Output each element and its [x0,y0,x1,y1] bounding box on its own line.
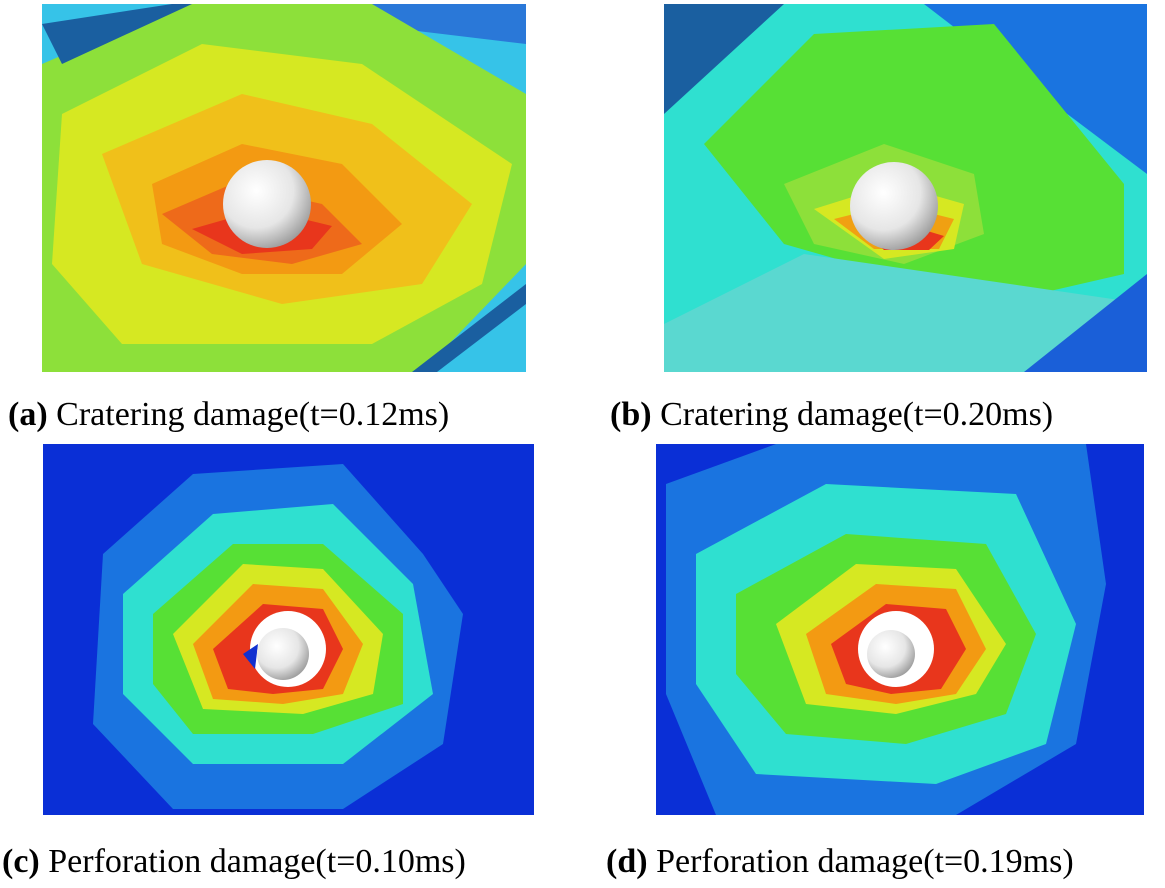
caption-c-tag: (c) [2,843,40,880]
panel-c-perforation-simulation [43,444,534,815]
caption-d-text: Perforation damage(t=0.19ms) [647,843,1074,880]
projectile-sphere-icon [223,160,311,248]
projectile-sphere-icon [867,630,915,678]
caption-c-text: Perforation damage(t=0.10ms) [39,843,466,880]
caption-b-text: Cratering damage(t=0.20ms) [651,396,1054,433]
caption-b: (b) Cratering damage(t=0.20ms) [610,395,1053,435]
projectile-sphere-icon [257,628,309,680]
panel-d-perforation-simulation [656,444,1144,815]
caption-d: (d) Perforation damage(t=0.19ms) [606,842,1074,882]
panel-a-cratering-simulation [42,4,526,372]
panel-b-cratering-simulation [664,4,1147,372]
caption-a: (a) Cratering damage(t=0.12ms) [8,395,449,435]
projectile-sphere-icon [850,162,938,250]
caption-c: (c) Perforation damage(t=0.10ms) [2,842,466,882]
caption-b-tag: (b) [610,396,652,433]
caption-a-text: Cratering damage(t=0.12ms) [47,396,450,433]
caption-d-tag: (d) [606,843,648,880]
caption-a-tag: (a) [8,396,48,433]
